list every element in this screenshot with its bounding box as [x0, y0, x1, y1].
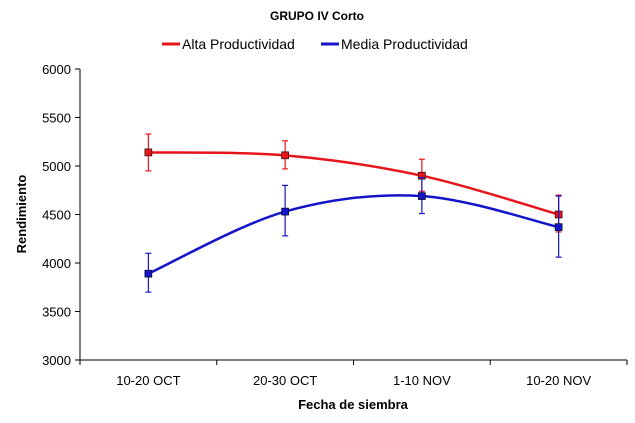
series-line [148, 151, 559, 216]
y-tick-label: 6000 [42, 62, 71, 77]
y-tick-label: 4000 [42, 256, 71, 271]
x-axis-title: Fecha de siembra [298, 397, 409, 412]
data-point [281, 151, 289, 160]
chart-title: GRUPO IV Corto [270, 9, 364, 23]
legend-label-media: Media Productividad [341, 36, 468, 52]
y-tick-label: 5000 [42, 159, 71, 174]
series-line [147, 194, 559, 275]
x-tick-label: 20-30 OCT [253, 373, 317, 388]
legend: Alta Productividad Media Productividad [162, 36, 468, 52]
x-tick-label: 10-20 OCT [116, 373, 180, 388]
series-media [144, 177, 563, 293]
data-point [554, 223, 563, 231]
data-point [281, 207, 289, 216]
legend-label-alta: Alta Productividad [182, 36, 295, 52]
y-axis-title: Rendimiento [14, 175, 29, 254]
y-tick-label: 5500 [42, 111, 71, 126]
x-tick-label: 10-20 NOV [526, 373, 591, 388]
x-tick-label: 1-10 NOV [393, 373, 451, 388]
y-tick-label: 3500 [42, 305, 71, 320]
data-point [144, 269, 153, 278]
data-point [418, 192, 426, 200]
axes: 3000 3500 4000 4500 5000 5500 6000 10-20 OCT 20-… [42, 62, 628, 388]
y-tick-label: 3000 [42, 353, 71, 368]
series-alta [144, 133, 563, 233]
y-tick-label: 4500 [42, 208, 71, 223]
data-point [144, 148, 153, 157]
series-layer [144, 133, 563, 293]
